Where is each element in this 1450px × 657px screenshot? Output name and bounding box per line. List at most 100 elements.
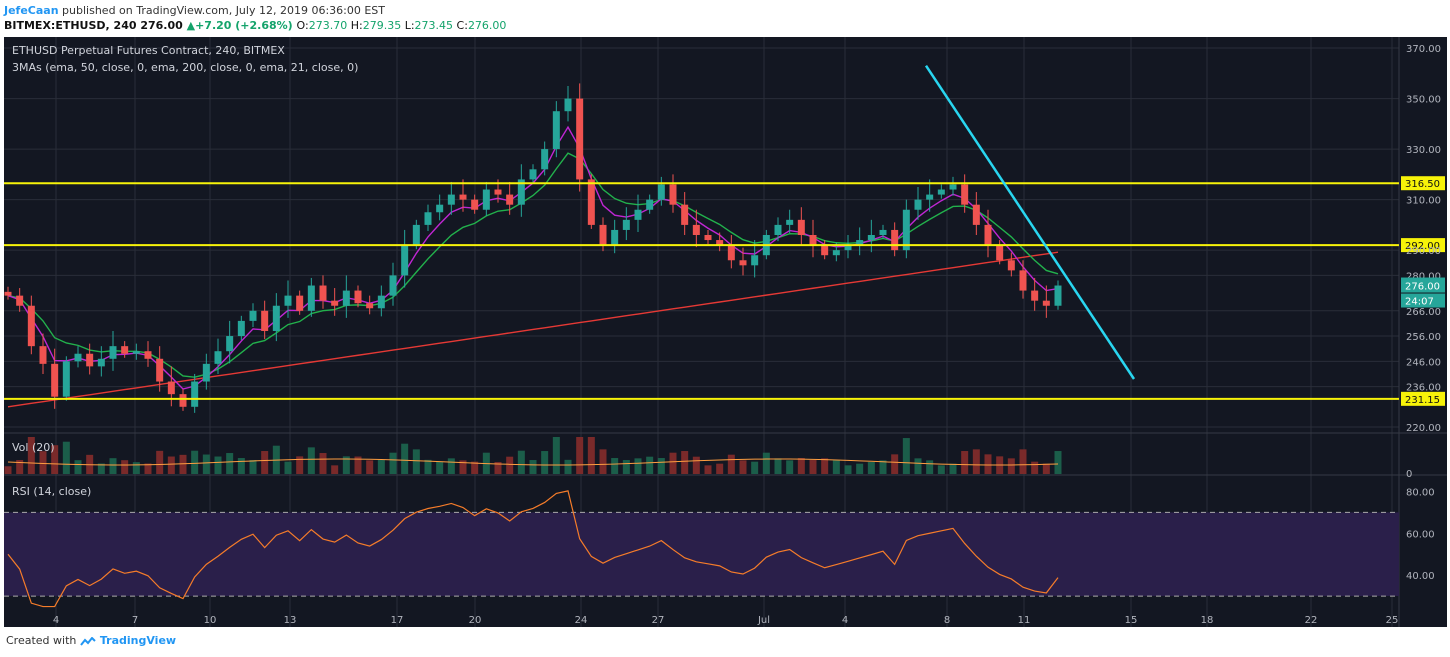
volume-bar — [97, 463, 105, 474]
footer-brand[interactable]: TradingView — [99, 634, 177, 647]
volume-bar — [354, 456, 362, 474]
publish-info: published on TradingView.com, July 12, 2… — [58, 4, 386, 17]
price-tick: 290.00 — [1406, 246, 1441, 257]
candle-body — [716, 240, 724, 246]
volume-bar — [529, 460, 537, 474]
volume-bar — [121, 460, 129, 474]
candle-body — [821, 245, 829, 256]
candle-body — [541, 149, 549, 170]
candle-body — [949, 184, 957, 190]
volume-bar — [856, 463, 864, 474]
candle-body — [272, 305, 280, 331]
candle-body — [366, 303, 374, 309]
volume-bar — [657, 458, 665, 474]
time-tick: 27 — [652, 615, 665, 626]
candle-body — [39, 346, 47, 364]
time-tick: 8 — [944, 615, 950, 626]
volume-bar — [984, 454, 992, 474]
volume-bar — [739, 460, 747, 474]
volume-bar — [821, 458, 829, 474]
candle-body — [937, 189, 945, 195]
candle-body — [109, 346, 117, 359]
tradingview-logo-icon — [80, 636, 96, 646]
candle-body — [646, 199, 654, 210]
price-tick: 220.00 — [1406, 423, 1441, 434]
time-tick: 24 — [575, 615, 588, 626]
volume-bar — [716, 463, 724, 474]
candle-body — [611, 229, 619, 246]
footer-created: Created with — [6, 634, 77, 647]
volume-bar — [646, 456, 654, 474]
candle-body — [237, 320, 245, 337]
candle-body — [891, 229, 899, 251]
candle-body — [517, 179, 525, 205]
time-tick: 20 — [469, 615, 482, 626]
candle-body — [809, 235, 817, 246]
candle-body — [144, 351, 152, 359]
time-tick: 15 — [1125, 615, 1138, 626]
chart-area[interactable]: ETHUSD Perpetual Futures Contract, 240, … — [4, 37, 1447, 627]
author-link[interactable]: JefeCaan — [4, 4, 59, 17]
candle-body — [832, 250, 840, 256]
last-price-badge — [1401, 277, 1445, 293]
countdown-label: 24:07 — [1405, 297, 1434, 308]
candle-body — [786, 219, 794, 225]
candle-body — [727, 245, 735, 261]
price-tick: 266.00 — [1406, 307, 1441, 318]
level-label: 231.15 — [1405, 395, 1440, 406]
candle-body — [27, 305, 35, 347]
candle-body — [342, 290, 350, 306]
candle-body — [389, 275, 397, 296]
volume-bar — [949, 463, 957, 474]
volume-bar — [669, 452, 677, 474]
candle-body — [587, 179, 595, 225]
candle-body — [996, 245, 1004, 261]
candle-body — [354, 290, 362, 304]
low-value: 273.45 — [414, 19, 454, 32]
candle-body — [307, 285, 315, 311]
candle-body — [51, 363, 59, 397]
candle-body — [879, 229, 887, 235]
candle-body — [984, 224, 992, 246]
candle-body — [424, 212, 432, 225]
candle-body — [447, 194, 455, 205]
rsi-line — [7, 490, 1059, 608]
rsi-label: RSI (14, close) — [12, 485, 91, 498]
volume-bar — [109, 458, 117, 474]
volume-ma-line — [7, 458, 1059, 466]
volume-bar — [39, 451, 47, 474]
rsi-tick: 60.00 — [1406, 529, 1435, 540]
candle-body — [377, 295, 385, 309]
candle-body — [657, 184, 665, 200]
price-chart[interactable]: ETHUSD Perpetual Futures Contract, 240, … — [4, 37, 1447, 627]
candle-body — [482, 189, 490, 210]
level-badge — [1401, 238, 1445, 253]
price-tick: 256.00 — [1406, 332, 1441, 343]
candle-body — [226, 336, 234, 352]
volume-bar — [937, 465, 945, 474]
volume-bar — [576, 437, 584, 474]
time-tick: 4 — [842, 615, 848, 626]
volume-bar — [412, 449, 420, 474]
time-tick: 18 — [1201, 615, 1214, 626]
volume-bar — [622, 460, 630, 474]
volume-bar — [704, 465, 712, 474]
volume-bar — [62, 441, 70, 474]
candle-body — [249, 310, 257, 321]
volume-bar — [506, 456, 514, 474]
candle-body — [459, 194, 467, 200]
volume-bar — [74, 460, 82, 474]
candle-body — [529, 169, 537, 180]
rsi-tick: 40.00 — [1406, 571, 1435, 582]
candle-body — [331, 300, 339, 306]
candle-body — [552, 111, 560, 150]
price-axis: 370.00 350.00 330.00 310.00 290.00 280.00 266.… — [1401, 44, 1445, 434]
candle-body — [681, 204, 689, 225]
volume-bar — [319, 453, 327, 474]
volume-bar — [307, 447, 315, 474]
volume-bar — [867, 462, 875, 474]
candles — [4, 83, 1062, 413]
candle-body — [914, 199, 922, 210]
candle-body — [121, 346, 129, 354]
candle-body — [576, 98, 584, 180]
